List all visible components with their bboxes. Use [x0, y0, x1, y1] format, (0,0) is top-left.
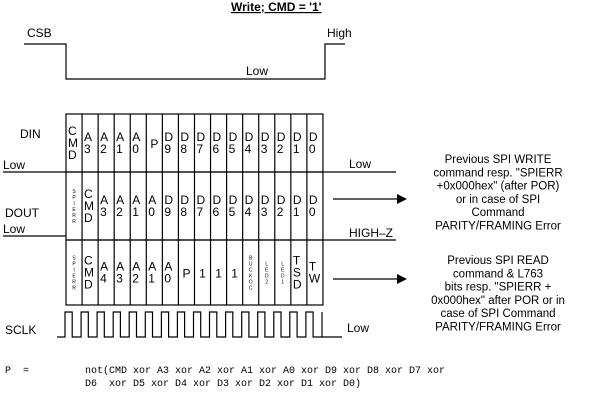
- dout-read-bit-row: S P I E R RC M DA 4A 3A 2A 1A 0 P 1 1 1B U C K O CL E D 2L E D 1T S D…: [65, 239, 324, 306]
- write-note-line-6: PARITY/FRAMING Error: [435, 221, 561, 233]
- write-note-line-2: command resp. "SPIERR: [433, 167, 562, 179]
- read-note-line-3: bits resp. "SPIERR +: [445, 282, 552, 294]
- write-note-line-1: Previous SPI WRITE: [445, 154, 552, 166]
- read-note-line-6: PARITY/FRAMING Error: [435, 322, 561, 334]
- parity-label: P =: [5, 366, 29, 377]
- csb-waveform: [24, 43, 345, 80]
- read-response-arrow: [333, 274, 407, 284]
- write-note-line-5: Command: [471, 207, 524, 219]
- dout-label: DOUT: [5, 206, 40, 220]
- read-note-line-1: Previous SPI READ: [447, 255, 549, 267]
- dout-write-bit-row: S P I E R R C M D A 3 A 2 A 1 A 0 D 9 D 8 D 7 D 6 D 5 D 4 D 3 D 2 D 1 D 0: [65, 171, 324, 241]
- dout-low-label: Low: [3, 222, 25, 236]
- read-note-line-2: command & L763: [453, 268, 543, 280]
- csb-low-label: Low: [246, 64, 268, 78]
- write-note-line-3: +0x000hex" (after POR): [437, 181, 560, 193]
- sclk-waveform: [57, 311, 342, 338]
- diagram-title: Write; CMD = '1': [231, 0, 322, 14]
- din-bit-p-5: P: [150, 137, 158, 151]
- parity-formula-line1: not(CMD xor A3 xor A2 xor A1 xor A0 xor …: [85, 365, 445, 377]
- sclk-label: SCLK: [5, 323, 36, 337]
- write-response-arrow: [333, 194, 407, 204]
- din-low-label: Low: [3, 158, 25, 172]
- read-note-line-4: 0x000hex" after POR or in: [431, 295, 565, 307]
- csb-label: CSB: [27, 26, 52, 40]
- dout-read-bit-1-9: 1: [215, 267, 222, 281]
- sclk-low-label: Low: [347, 321, 369, 335]
- dout-read-bit-p-7: P: [182, 267, 190, 281]
- din-right-low-label: Low: [349, 157, 371, 171]
- read-note-line-5: case of SPI Command: [440, 308, 555, 320]
- din-label: DIN: [20, 127, 41, 141]
- dout-read-bit-1-10: 1: [231, 267, 238, 281]
- write-note-line-4: or in case of SPI: [456, 194, 540, 206]
- csb-high-label: High: [327, 26, 352, 40]
- dout-high-z-label: HIGH–Z: [349, 226, 393, 240]
- din-bit-row: C M D A 3 A 2 A 1 A 0 P D 9 D 8 D 7 D 6 D 5 D 4 D 3 D 2 D 1 D 0: [65, 113, 324, 173]
- dout-read-bit-1-8: 1: [199, 267, 206, 281]
- parity-formula-line2: D6 xor D5 xor D4 xor D3 xor D2 xor D1 xo…: [85, 378, 361, 390]
